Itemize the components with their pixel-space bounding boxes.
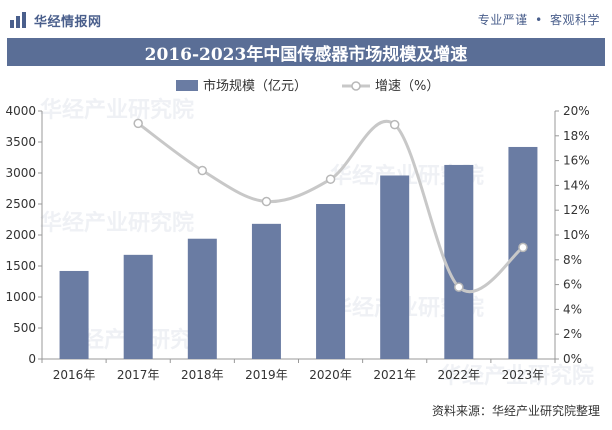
slogan: 专业严谨 • 客观科学: [478, 11, 600, 28]
bar: [508, 146, 538, 359]
brand-name: 华经情报网: [34, 14, 102, 30]
x-tick-label: 2016年: [53, 368, 96, 382]
y-right-tick-label: 4%: [563, 302, 582, 316]
title-band: 2016-2023年中国传感器市场规模及增速: [7, 38, 605, 66]
growth-point: [133, 118, 143, 129]
y-right-tick-label: 12%: [563, 203, 590, 217]
legend-bar-label: 市场规模（亿元）: [203, 78, 307, 94]
y-right-tick-label: 14%: [563, 178, 590, 192]
y-left-tick-label: 4000: [5, 104, 36, 118]
y-left-tick-label: 1000: [5, 290, 36, 304]
legend-bar-swatch: [176, 80, 198, 91]
x-tick-label: 2021年: [373, 368, 416, 382]
chart-title: 2016-2023年中国传感器市场规模及增速: [144, 44, 468, 65]
growth-point: [454, 282, 464, 292]
x-tick-label: 2020年: [309, 368, 352, 382]
header-bar: 华经情报网 专业严谨 • 客观科学: [0, 0, 612, 38]
bar: [380, 175, 410, 359]
growth-point: [261, 196, 272, 207]
x-tick-label: 2018年: [181, 368, 224, 382]
bar: [251, 223, 281, 359]
growth-point: [197, 165, 208, 176]
bar: [123, 254, 153, 359]
y-right-tick-label: 18%: [563, 129, 590, 143]
y-left-tick-label: 3000: [5, 166, 36, 180]
slogan-separator: •: [535, 13, 543, 27]
y-right-tick-label: 2%: [563, 327, 582, 341]
y-right-tick-label: 0%: [563, 352, 582, 366]
legend-line-marker: [351, 81, 361, 91]
growth-point: [518, 242, 528, 253]
y-right-tick-label: 20%: [563, 104, 590, 118]
y-left-tick-label: 1500: [5, 259, 36, 273]
growth-point: [389, 119, 400, 130]
x-tick-label: 2017年: [117, 368, 160, 382]
bar: [316, 204, 346, 359]
brand-logo: 华经情报网: [10, 10, 102, 30]
y-left-tick-label: 2000: [5, 228, 36, 242]
source-note: 资料来源：华经产业研究院整理: [431, 404, 600, 418]
bar: [59, 270, 89, 359]
growth-point: [325, 174, 336, 184]
bar-logo-icon: [10, 12, 28, 28]
y-right-tick-label: 6%: [563, 278, 582, 292]
bar: [444, 164, 474, 359]
y-left-tick-label: 0: [28, 352, 36, 366]
y-left-tick-label: 2500: [5, 197, 36, 211]
y-left-tick-label: 500: [13, 321, 36, 335]
y-right-tick-label: 16%: [563, 154, 590, 168]
y-right-tick-label: 8%: [563, 253, 582, 267]
x-tick-label: 2019年: [245, 368, 288, 382]
slogan-right: 客观科学: [549, 13, 600, 27]
legend-line-label: 增速（%）: [375, 79, 439, 94]
slogan-left: 专业严谨: [477, 13, 528, 27]
x-tick-label: 2022年: [438, 368, 481, 382]
x-tick-label: 2023年: [502, 368, 545, 382]
y-left-tick-label: 3500: [5, 135, 36, 149]
y-right-tick-label: 10%: [563, 228, 590, 242]
bar: [187, 238, 217, 359]
